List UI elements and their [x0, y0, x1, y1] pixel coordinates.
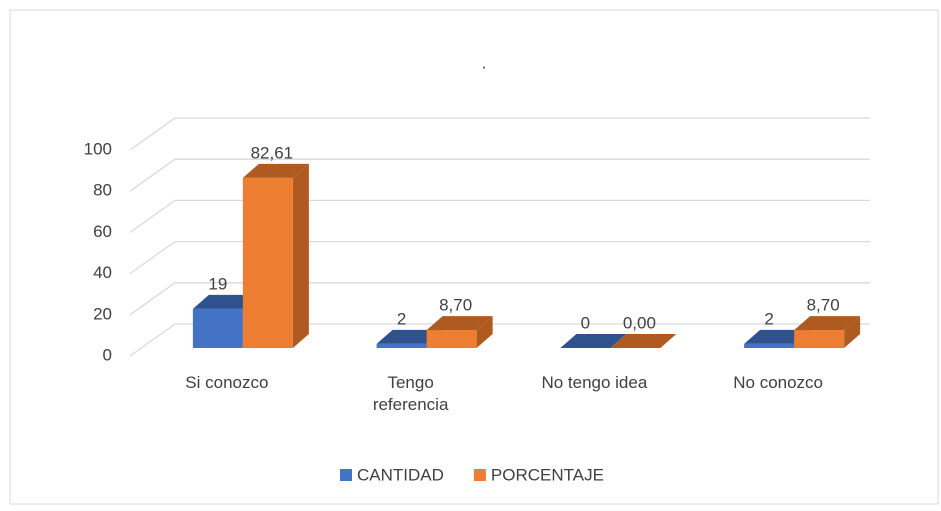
bar-side — [844, 316, 861, 348]
legend-label: CANTIDAD — [357, 465, 444, 484]
x-tick-label-box: Si conozco — [185, 373, 269, 392]
bar-side — [292, 163, 309, 348]
bar-top — [560, 334, 627, 348]
x-tick-label: No conozco — [733, 373, 824, 392]
y-tick-label: 100 — [84, 139, 112, 158]
x-tick-label-box: No conozco — [733, 373, 824, 392]
chart-border — [9, 9, 939, 505]
x-tick-label-box: Tengo referencia — [372, 373, 449, 414]
x-tick-label: Si conozco — [185, 373, 269, 392]
grid-line — [129, 199, 870, 233]
x-tick-label: No tengo idea — [541, 373, 648, 392]
data-label: 19 — [208, 274, 227, 293]
data-label: 8,70 — [807, 296, 840, 315]
bar-top — [610, 334, 677, 348]
data-label: 2 — [397, 309, 406, 328]
grid-line — [129, 158, 870, 192]
bar — [426, 316, 493, 348]
bar-front — [426, 330, 477, 348]
legend-label: PORCENTAJE — [491, 465, 604, 484]
bar-top — [426, 316, 493, 331]
bar-top — [794, 316, 861, 331]
data-label: 8,70 — [439, 296, 472, 315]
grid-line — [129, 323, 870, 357]
legend-swatch — [340, 469, 352, 481]
bar — [242, 163, 309, 348]
bar — [560, 334, 627, 348]
y-tick-label: 80 — [93, 181, 112, 200]
bar-top — [192, 294, 259, 309]
bar-side — [476, 316, 493, 348]
data-label: 0 — [581, 313, 590, 332]
data-label: 82,61 — [251, 143, 294, 162]
bar-front — [242, 177, 293, 348]
y-tick-label: 0 — [103, 345, 112, 364]
bar-top — [242, 163, 309, 178]
bar — [794, 316, 861, 348]
bar-front — [376, 343, 427, 348]
y-tick-label: 60 — [93, 222, 112, 241]
bar-front — [744, 343, 795, 348]
data-label: 2 — [764, 309, 773, 328]
y-tick-label: 20 — [93, 304, 112, 323]
grid-line — [129, 240, 870, 275]
bar-front — [192, 308, 243, 348]
bar-top — [376, 329, 443, 344]
bar-front — [794, 330, 845, 348]
x-tick-label: Tengo referencia — [372, 373, 449, 414]
y-tick-label: 40 — [93, 263, 112, 282]
grid-line — [129, 117, 870, 151]
bar — [610, 334, 677, 348]
chart-title: . — [482, 53, 487, 72]
legend-swatch — [473, 469, 486, 481]
bar-top — [744, 329, 811, 344]
data-label: 0,00 — [623, 313, 656, 332]
grid-line — [129, 282, 870, 316]
x-tick-label-box: No tengo idea — [541, 373, 648, 392]
